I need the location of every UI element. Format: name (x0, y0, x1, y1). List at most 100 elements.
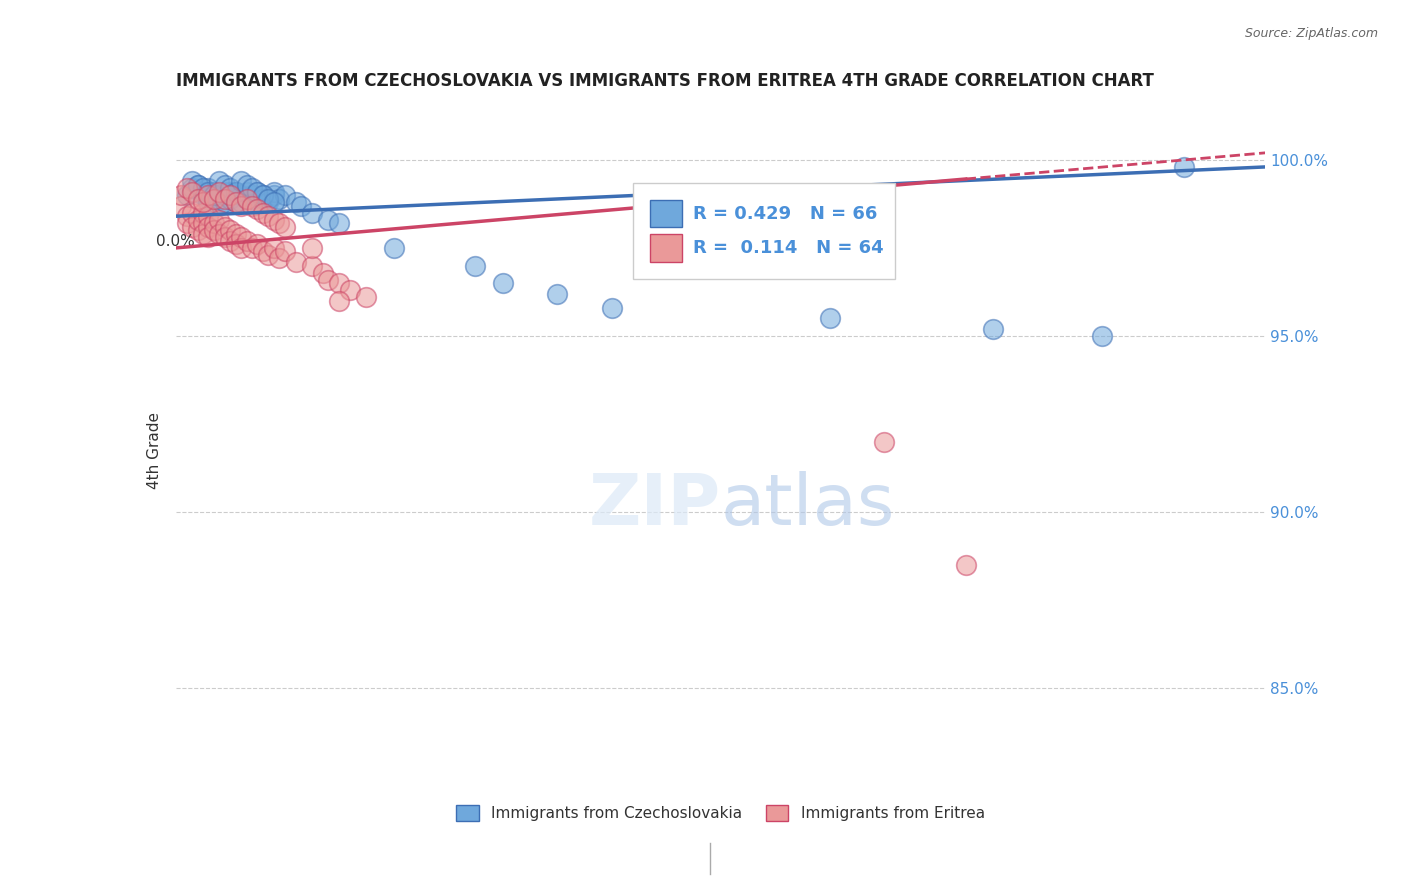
Point (214, 188, 236, 202)
Point (186, 223, 209, 237)
Text: atlas: atlas (721, 471, 896, 540)
Point (981, 322, 1004, 336)
Point (240, 192, 263, 206)
Point (225, 185, 247, 199)
Text: ZIP: ZIP (588, 471, 721, 540)
Point (1173, 160, 1195, 174)
Point (257, 248, 280, 262)
Point (219, 234, 242, 248)
Point (252, 188, 274, 202)
Point (263, 188, 285, 202)
Point (257, 209, 280, 223)
Point (274, 188, 297, 202)
Point (191, 216, 214, 230)
Point (181, 174, 204, 188)
Point (219, 192, 242, 206)
Point (240, 181, 263, 195)
FancyBboxPatch shape (650, 234, 682, 261)
Point (252, 244, 274, 259)
Point (231, 174, 253, 188)
Point (246, 195, 269, 210)
Point (225, 185, 247, 199)
Point (246, 185, 269, 199)
Point (170, 188, 193, 202)
Point (356, 290, 378, 304)
Point (231, 230, 253, 244)
Point (263, 185, 285, 199)
Point (312, 266, 335, 280)
Point (600, 301, 623, 315)
Point (269, 192, 291, 206)
Point (202, 185, 225, 199)
Legend: Immigrants from Czechoslovakia, Immigrants from Eritrea: Immigrants from Czechoslovakia, Immigran… (450, 799, 991, 828)
Point (301, 241, 323, 255)
Point (208, 192, 231, 206)
Point (235, 192, 257, 206)
Point (181, 181, 204, 195)
Point (318, 272, 340, 286)
Point (191, 188, 214, 202)
Point (191, 195, 214, 210)
Point (181, 185, 204, 199)
Point (219, 188, 242, 202)
Text: R = 0.429   N = 66: R = 0.429 N = 66 (693, 204, 877, 222)
Point (197, 181, 219, 195)
Text: IMMIGRANTS FROM CZECHOSLOVAKIA VS IMMIGRANTS FROM ERITREA 4TH GRADE CORRELATION : IMMIGRANTS FROM CZECHOSLOVAKIA VS IMMIGR… (176, 72, 1154, 90)
Point (231, 195, 253, 210)
Point (225, 227, 247, 241)
Point (252, 192, 274, 206)
Point (214, 230, 236, 244)
Point (219, 181, 242, 195)
Point (246, 237, 269, 252)
Point (202, 216, 225, 230)
Point (225, 195, 247, 210)
Point (235, 178, 257, 192)
Point (225, 237, 247, 252)
Point (208, 188, 231, 202)
Point (219, 223, 242, 237)
Point (231, 188, 253, 202)
Point (191, 185, 214, 199)
Point (202, 188, 225, 202)
FancyBboxPatch shape (650, 200, 682, 227)
Point (191, 181, 214, 195)
Point (208, 174, 231, 188)
Point (202, 192, 225, 206)
Y-axis label: 4th Grade: 4th Grade (146, 412, 162, 489)
Point (263, 195, 285, 210)
Point (328, 216, 350, 230)
Point (1091, 329, 1114, 343)
Point (257, 192, 280, 206)
Point (231, 199, 253, 213)
Point (318, 212, 340, 227)
Point (240, 241, 263, 255)
Point (301, 205, 323, 219)
Point (818, 311, 841, 326)
Point (225, 195, 247, 210)
Point (492, 276, 515, 290)
Point (214, 192, 236, 206)
Text: 0.0%: 0.0% (156, 234, 195, 249)
Point (252, 205, 274, 219)
Point (301, 259, 323, 273)
Point (202, 223, 225, 237)
Point (274, 244, 297, 259)
Point (208, 185, 231, 199)
Point (269, 252, 291, 266)
Point (176, 216, 198, 230)
Point (240, 199, 263, 213)
Point (214, 178, 236, 192)
Point (235, 185, 257, 199)
Point (208, 227, 231, 241)
Point (955, 558, 977, 572)
Point (197, 185, 219, 199)
Point (208, 199, 231, 213)
Point (208, 212, 231, 227)
Point (186, 212, 209, 227)
Point (197, 192, 219, 206)
Point (873, 434, 896, 449)
Point (235, 234, 257, 248)
Point (246, 202, 269, 217)
Point (181, 205, 204, 219)
Text: R =  0.114   N = 64: R = 0.114 N = 64 (693, 239, 884, 257)
